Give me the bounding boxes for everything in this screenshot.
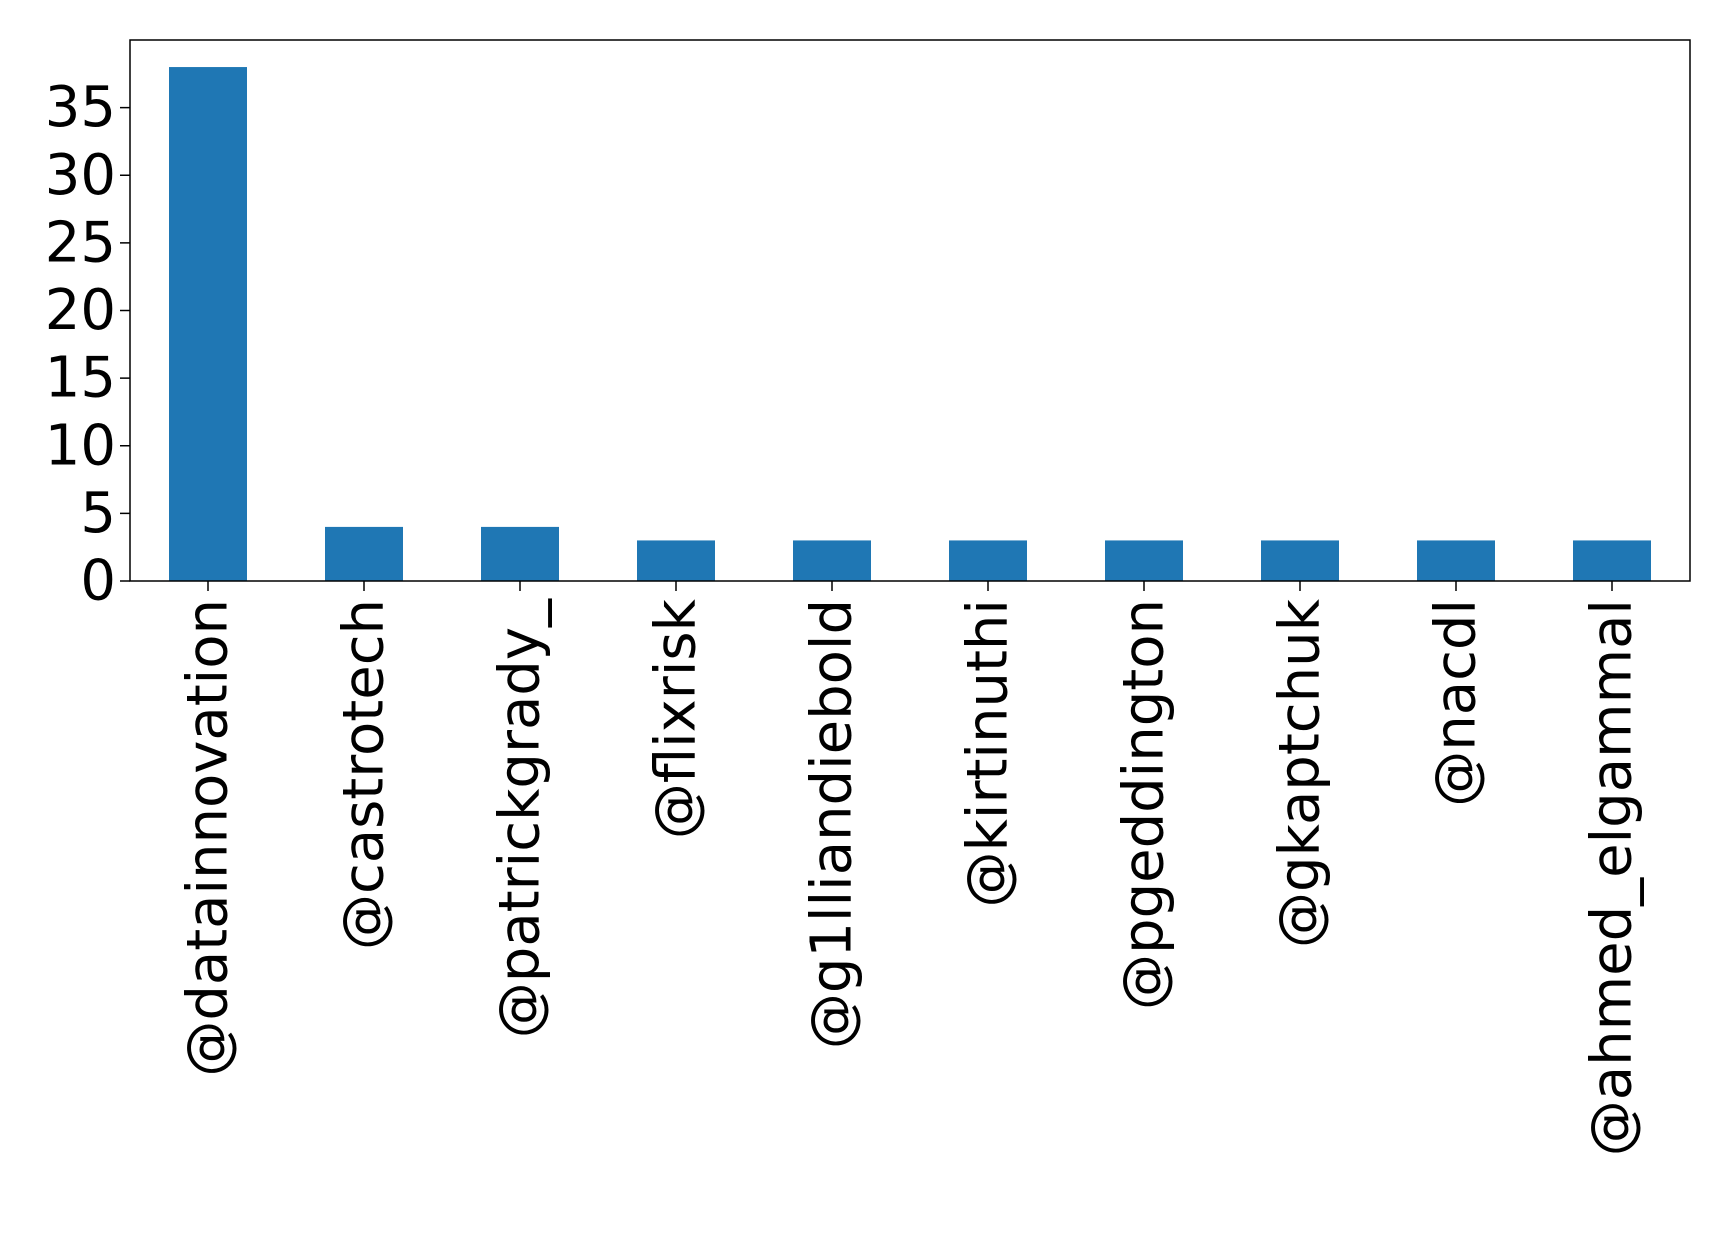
y-tick-label: 0 [80,549,116,614]
bar-ahmed-elgammal [1573,540,1651,581]
x-category-label: @kirtinuthi [956,599,1021,908]
y-tick-label: 25 [45,210,116,275]
x-category-label: @flixrisk [644,598,709,839]
bar-castrotech [325,526,403,581]
x-category-label: @nacdl [1424,599,1489,807]
x-category-label: @datainnovation [176,599,241,1077]
y-tick-label: 35 [45,75,116,140]
x-axis-ticks: @datainnovation @castrotech @patrickgrady_… [176,581,1645,1156]
x-category-label: @gkaptchuk [1268,598,1333,948]
y-tick-label: 20 [45,278,116,343]
bar-nacdl [1417,540,1495,581]
x-category-label: @pgeddington [1112,599,1177,1010]
x-category-label: @ahmed_elgammal [1580,599,1645,1156]
x-category-label: @patrickgrady_ [488,598,553,1038]
bars-group [169,67,1651,582]
bar-g1lliandiebold [793,540,871,581]
bar-gkaptchuk [1261,540,1339,581]
plot-frame [129,39,1691,582]
y-tick-label: 10 [45,413,116,478]
bar-patrickgrady- [481,526,559,581]
y-tick-label: 15 [45,346,116,411]
x-category-label: @castrotech [332,599,397,950]
x-category-label: @g1lliandiebold [800,599,865,1049]
bar-flixrisk [637,540,715,581]
y-tick-label: 30 [45,143,116,208]
bar-pgeddington [1105,540,1183,581]
bar-kirtinuthi [949,540,1027,581]
bar-datainnovation [169,67,247,582]
y-tick-label: 5 [80,481,116,546]
